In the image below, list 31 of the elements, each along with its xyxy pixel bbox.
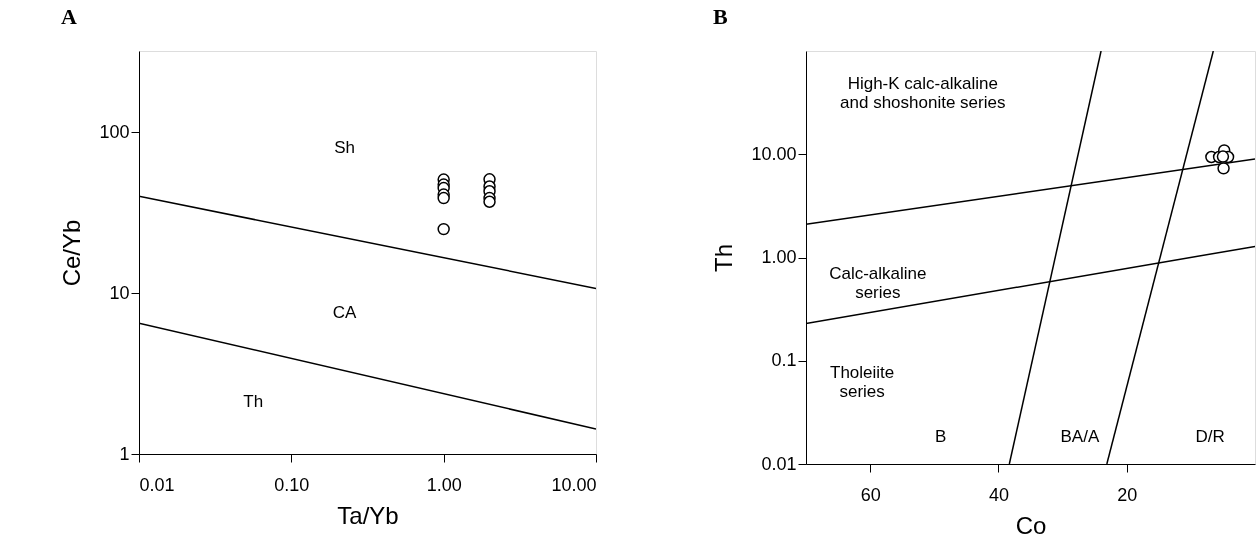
x-axis-title: Co xyxy=(1015,511,1047,539)
annotation: High-K calc-alkaline and shoshonite series xyxy=(840,74,1006,113)
y-tick-label: 0.1 xyxy=(771,350,797,371)
chart-title: B xyxy=(712,4,728,29)
y-tick-label: 1 xyxy=(119,443,130,464)
y-tick-label: 0.01 xyxy=(761,453,797,474)
x-axis-title: Ta/Yb xyxy=(337,501,399,529)
annotation: B xyxy=(935,427,947,447)
annotation: D/R xyxy=(1195,427,1225,447)
annotation: Calc-alkaline series xyxy=(829,264,927,303)
point xyxy=(1217,162,1230,175)
annotation: Tholeiite series xyxy=(829,363,895,402)
x-tick-label: 10.00 xyxy=(551,474,597,495)
y-tick-label: 100 xyxy=(99,121,130,142)
x-tick-label: 60 xyxy=(860,484,881,505)
annotation: BA/A xyxy=(1060,427,1100,447)
x-tick-label: 0.01 xyxy=(139,474,175,495)
x-tick-label: 0.10 xyxy=(274,474,310,495)
x-tick-label: 40 xyxy=(988,484,1009,505)
y-tick-label: 1.00 xyxy=(761,247,797,267)
x-tick-label: 20 xyxy=(1117,484,1138,505)
point xyxy=(1216,150,1230,163)
y-tick-label: 10 xyxy=(109,282,130,303)
annotation: Sh xyxy=(334,137,356,157)
annotation: Th xyxy=(243,391,264,411)
chart-title: A xyxy=(60,4,77,29)
x-tick-label: 1.00 xyxy=(426,474,462,495)
y-axis-title: Ce/Yb xyxy=(58,219,86,287)
y-axis-title: Th xyxy=(710,243,738,273)
y-tick-label: 10.00 xyxy=(751,143,797,164)
annotation: CA xyxy=(332,302,358,322)
